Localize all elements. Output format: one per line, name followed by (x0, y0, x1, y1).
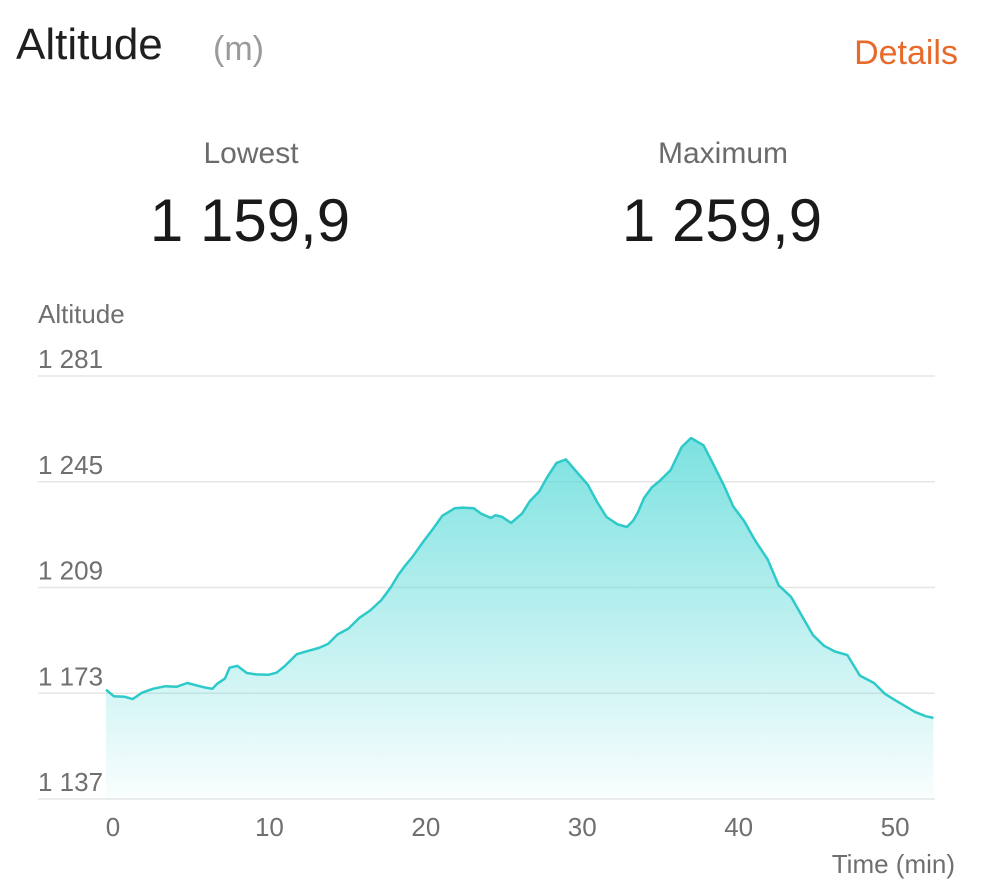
y-tick-label: 1 137 (38, 767, 103, 797)
altitude-area (106, 438, 934, 799)
altitude-line (105, 436, 934, 720)
y-tick-label: 1 281 (38, 344, 103, 374)
y-axis-label: Altitude (38, 299, 125, 329)
maximum-value: 1 259,9 (621, 187, 823, 254)
x-tick-label: 40 (724, 812, 753, 842)
y-ticks: 1 137 1 173 1 209 1 245 1 281 (38, 344, 103, 797)
unit-label: (m) (213, 30, 264, 68)
x-tick-label: 10 (255, 812, 284, 842)
x-ticks: 0 10 20 30 40 50 (106, 812, 910, 842)
lowest-label: Lowest (203, 137, 299, 170)
x-tick-label: 20 (411, 812, 440, 842)
maximum-label: Maximum (657, 137, 788, 170)
x-tick-label: 0 (106, 812, 120, 842)
x-tick-label: 30 (568, 812, 597, 842)
y-tick-label: 1 173 (38, 661, 103, 691)
y-tick-label: 1 209 (38, 556, 103, 586)
page-title: Altitude (16, 20, 163, 69)
x-tick-label: 50 (881, 812, 910, 842)
lowest-value: 1 159,9 (149, 187, 351, 254)
details-link[interactable]: Details (854, 34, 958, 72)
y-tick-label: 1 245 (38, 450, 103, 480)
x-axis-label: Time (min) (832, 849, 955, 879)
